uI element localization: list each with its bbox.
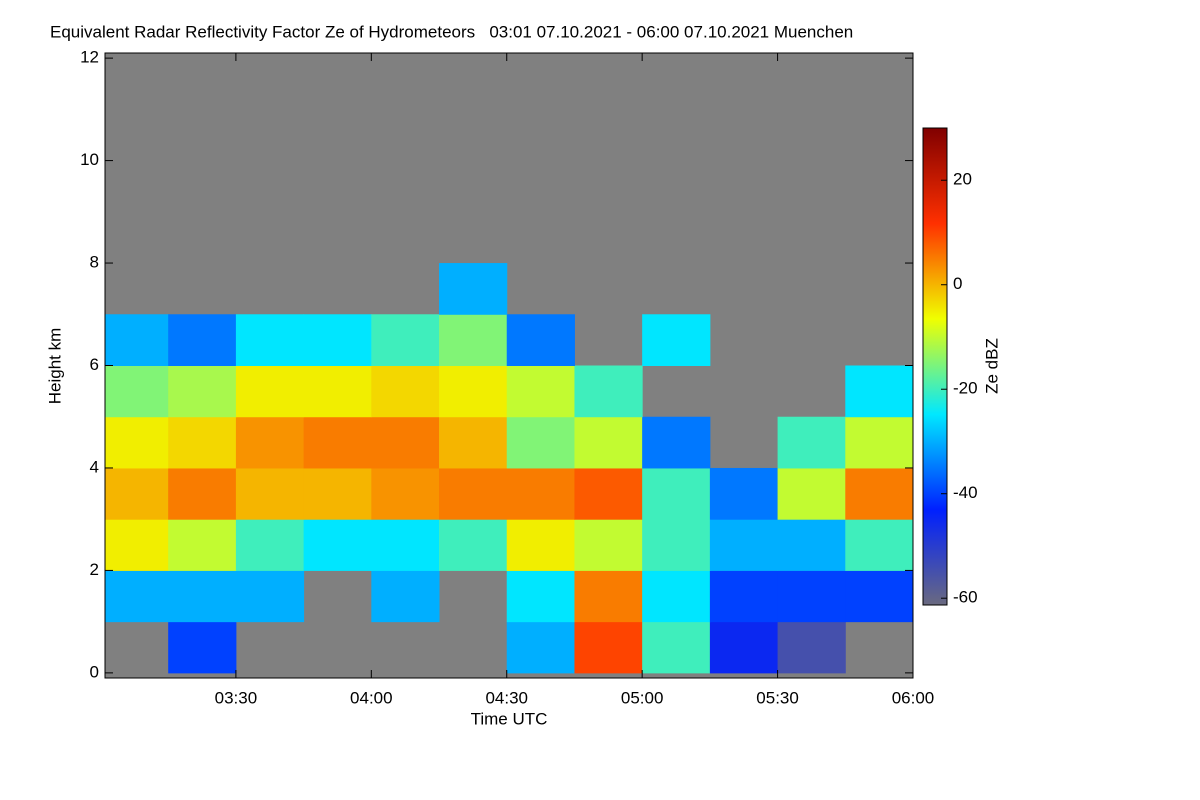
heatmap-cell <box>777 570 846 623</box>
heatmap-cell <box>439 416 508 469</box>
heatmap-cell <box>574 519 643 571</box>
heatmap-cell <box>574 467 643 520</box>
y-tick-label: 2 <box>90 560 99 579</box>
heatmap-cell <box>574 570 643 623</box>
heatmap-cell <box>642 467 711 520</box>
heatmap-cell <box>506 467 575 520</box>
heatmap-cell <box>371 570 440 623</box>
heatmap-cell <box>235 314 305 366</box>
heatmap-cell <box>303 365 372 418</box>
heatmap-cell <box>235 570 305 623</box>
heatmap-cell <box>371 314 440 366</box>
colorbar-tick-label: -20 <box>953 379 978 398</box>
heatmap-cell <box>574 621 643 674</box>
heatmap-cell <box>709 519 779 571</box>
heatmap-cell <box>574 365 643 418</box>
heatmap-cell <box>105 416 169 469</box>
colorbar-tick-label: -40 <box>953 483 978 502</box>
x-tick-label: 05:30 <box>756 688 799 707</box>
x-tick-label: 04:30 <box>485 688 528 707</box>
y-tick-label: 12 <box>80 48 99 67</box>
heatmap-cell <box>506 519 575 571</box>
x-axis-label: Time UTC <box>471 709 548 728</box>
heatmap-cell <box>168 570 237 623</box>
heatmap-cell <box>105 570 169 623</box>
colorbar-tick-label: 0 <box>953 274 962 293</box>
heatmap-cell <box>845 570 914 623</box>
heatmap-cell <box>235 365 305 418</box>
y-tick-label: 8 <box>90 253 99 272</box>
heatmap-cell <box>777 416 846 469</box>
heatmap-cell <box>506 621 575 674</box>
heatmap-cell <box>105 519 169 571</box>
heatmap-cell <box>105 365 169 418</box>
heatmap-cell <box>709 621 779 674</box>
heatmap-cell <box>439 314 508 366</box>
colorbar-tick-label: -60 <box>953 588 978 607</box>
heatmap-cell <box>506 314 575 366</box>
heatmap-cell <box>105 467 169 520</box>
heatmap-cell <box>371 365 440 418</box>
heatmap-cell <box>845 416 914 469</box>
heatmap-cell <box>845 467 914 520</box>
heatmap-cell <box>845 365 914 418</box>
y-tick-label: 6 <box>90 355 99 374</box>
colorbar-tick-label: 20 <box>953 170 972 189</box>
heatmap-cell <box>777 467 846 520</box>
heatmap-cell <box>303 519 372 571</box>
heatmap-cell <box>235 467 305 520</box>
heatmap-cell <box>642 314 711 366</box>
heatmap-cell <box>168 519 237 571</box>
heatmap-cell <box>845 519 914 571</box>
x-tick-label: 06:00 <box>892 688 935 707</box>
heatmap-cell <box>709 467 779 520</box>
x-tick-label: 05:00 <box>621 688 664 707</box>
y-axis-label: Height km <box>45 328 64 405</box>
heatmap-cell <box>777 621 846 674</box>
heatmap-cell <box>574 416 643 469</box>
heatmap-cell <box>105 314 169 366</box>
x-tick-label: 04:00 <box>350 688 393 707</box>
heatmap-cell <box>777 519 846 571</box>
y-tick-label: 0 <box>90 662 99 681</box>
y-tick-label: 4 <box>90 457 99 476</box>
heatmap-cell <box>168 365 237 418</box>
heatmap-cell <box>642 519 711 571</box>
heatmap-cell <box>709 570 779 623</box>
heatmap-cell <box>439 263 508 315</box>
heatmap-cell <box>303 416 372 469</box>
heatmap-cell <box>642 570 711 623</box>
heatmap-cell <box>642 621 711 674</box>
y-tick-label: 10 <box>80 150 99 169</box>
heatmap-cell <box>439 467 508 520</box>
heatmap-cell <box>235 519 305 571</box>
heatmap-cell <box>371 416 440 469</box>
chart-title: Equivalent Radar Reflectivity Factor Ze … <box>50 22 853 41</box>
heatmap-cell <box>439 365 508 418</box>
x-tick-label: 03:30 <box>215 688 258 707</box>
heatmap-cell <box>168 621 237 674</box>
heatmap-cell <box>235 416 305 469</box>
heatmap-cell <box>506 365 575 418</box>
heatmap-cell <box>168 416 237 469</box>
heatmap-cell <box>168 314 237 366</box>
heatmap-cell <box>642 416 711 469</box>
heatmap-cell <box>439 519 508 571</box>
heatmap-cell <box>168 467 237 520</box>
heatmap-cell <box>371 519 440 571</box>
colorbar <box>922 127 948 606</box>
heatmap-cell <box>303 467 372 520</box>
heatmap-cell <box>506 570 575 623</box>
heatmap-cell <box>303 314 372 366</box>
colorbar-label: Ze dBZ <box>982 338 1001 394</box>
heatmap-cell <box>506 416 575 469</box>
heatmap-cell <box>371 467 440 520</box>
